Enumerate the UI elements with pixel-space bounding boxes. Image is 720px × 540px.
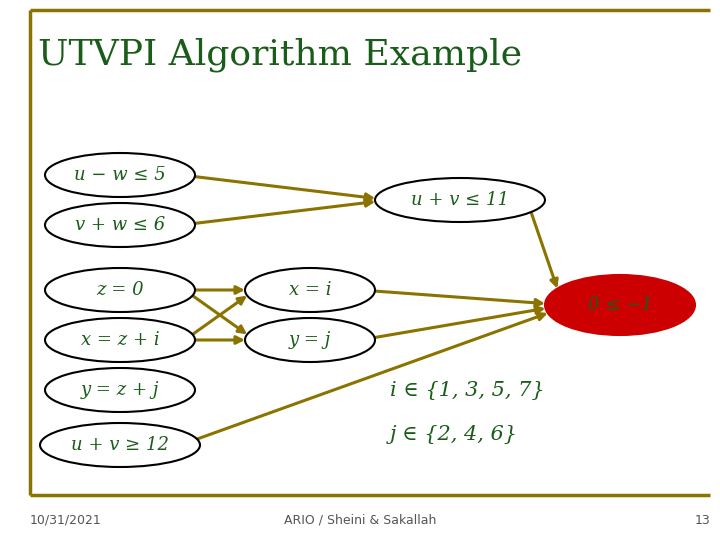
Ellipse shape: [45, 318, 195, 362]
Text: v + w ≤ 6: v + w ≤ 6: [75, 216, 165, 234]
Text: u − w ≤ 5: u − w ≤ 5: [74, 166, 166, 184]
Text: j ∈ {2, 4, 6}: j ∈ {2, 4, 6}: [390, 426, 518, 444]
Ellipse shape: [45, 268, 195, 312]
Text: 0 ≤ −1: 0 ≤ −1: [588, 296, 652, 314]
Text: y = z + j: y = z + j: [81, 381, 159, 399]
Text: z = 0: z = 0: [96, 281, 144, 299]
Ellipse shape: [545, 275, 695, 335]
Text: 13: 13: [694, 514, 710, 526]
Text: u + v ≤ 11: u + v ≤ 11: [411, 191, 509, 209]
Ellipse shape: [375, 178, 545, 222]
Text: y = j: y = j: [289, 331, 331, 349]
Text: 10/31/2021: 10/31/2021: [30, 514, 102, 526]
Ellipse shape: [245, 268, 375, 312]
Ellipse shape: [40, 423, 200, 467]
Ellipse shape: [45, 368, 195, 412]
Ellipse shape: [45, 203, 195, 247]
Text: x = i: x = i: [289, 281, 331, 299]
Text: u + v ≥ 12: u + v ≥ 12: [71, 436, 169, 454]
Text: i ∈ {1, 3, 5, 7}: i ∈ {1, 3, 5, 7}: [390, 381, 544, 400]
Ellipse shape: [245, 318, 375, 362]
Text: ARIO / Sheini & Sakallah: ARIO / Sheini & Sakallah: [284, 514, 436, 526]
Text: x = z + i: x = z + i: [81, 331, 159, 349]
Ellipse shape: [45, 153, 195, 197]
Text: UTVPI Algorithm Example: UTVPI Algorithm Example: [38, 38, 522, 72]
